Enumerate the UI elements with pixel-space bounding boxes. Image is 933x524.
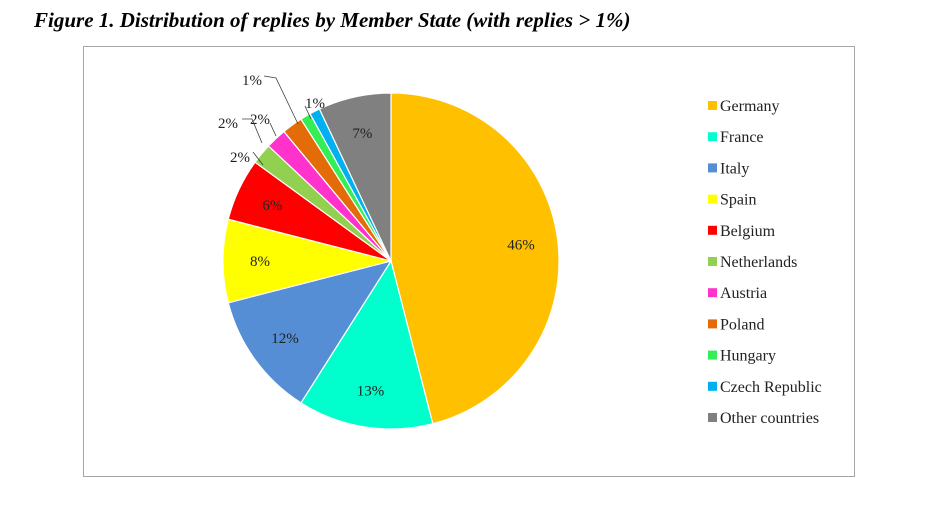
legend-label-other-countries: Other countries — [720, 410, 819, 427]
data-label-poland: 2% — [250, 112, 270, 128]
pie-slice-italy — [227, 260, 393, 404]
figure-title: Figure 1. Distribution of replies by Mem… — [34, 8, 631, 32]
data-labels: 46% 13% 12% 8% 6% 2% 2% 2% 1% 1% 7% — [218, 73, 535, 399]
data-label-austria: 2% — [218, 116, 238, 132]
legend-swatch-poland — [708, 319, 717, 329]
data-label-belgium: 6% — [262, 198, 282, 214]
data-label-france: 13% — [357, 383, 385, 399]
pie-slice-france — [300, 259, 434, 430]
legend-label-germany: Germany — [720, 98, 780, 115]
pie-slice-germany — [390, 92, 560, 425]
legend-swatch-netherlands — [708, 257, 717, 266]
leader-line-netherlands — [252, 151, 264, 166]
legend-label-belgium: Belgium — [720, 223, 776, 240]
data-label-netherlands: 2% — [230, 150, 250, 166]
leader-line-poland — [269, 122, 277, 137]
legend-swatch-france — [708, 132, 717, 142]
leader-lines — [242, 75, 312, 166]
legend: Germany France Italy Spain Belgium Netherland… — [708, 98, 822, 427]
legend-label-italy: Italy — [720, 160, 749, 177]
legend-swatch-germany — [708, 101, 717, 110]
legend-swatch-other-countries — [708, 413, 717, 422]
legend-swatch-belgium — [708, 225, 717, 235]
legend-label-austria: Austria — [720, 285, 767, 302]
legend-label-netherlands: Netherlands — [720, 254, 797, 271]
legend-label-poland: Poland — [720, 316, 764, 333]
leader-line-czech-republic — [304, 105, 312, 120]
leader-line-austria — [242, 118, 263, 144]
data-label-hungary: 1% — [242, 73, 262, 89]
legend-label-france: France — [720, 129, 764, 146]
leader-line-hungary — [263, 75, 299, 125]
data-label-germany: 46% — [507, 238, 535, 254]
data-label-other-countries: 7% — [352, 126, 372, 142]
legend-swatch-italy — [708, 163, 717, 173]
legend-swatch-spain — [708, 194, 717, 204]
legend-swatch-czech-republic — [708, 381, 717, 391]
pie-slices — [222, 92, 560, 430]
data-label-czech-republic: 1% — [305, 96, 325, 112]
legend-label-hungary: Hungary — [720, 348, 776, 365]
data-label-italy: 12% — [271, 331, 299, 347]
legend-label-spain: Spain — [720, 192, 756, 209]
pie-slice-other-countries — [318, 92, 392, 262]
legend-label-czech-republic: Czech Republic — [720, 379, 822, 396]
legend-swatch-hungary — [708, 350, 717, 360]
data-label-spain: 8% — [250, 254, 270, 270]
legend-swatch-austria — [708, 288, 717, 298]
